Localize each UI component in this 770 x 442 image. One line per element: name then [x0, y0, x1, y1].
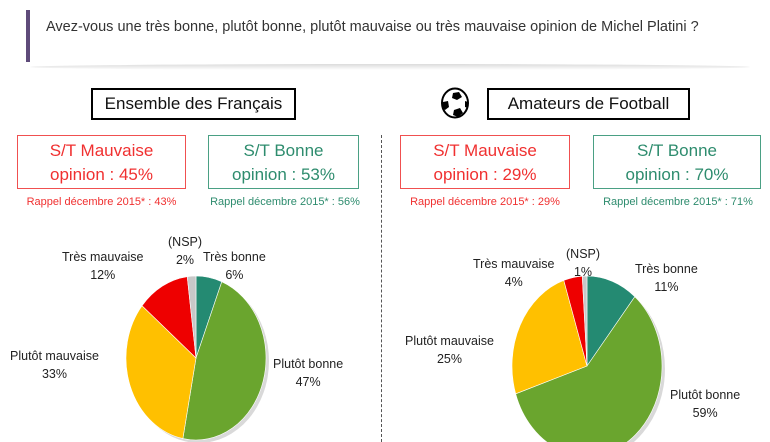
- panel-title-football: Amateurs de Football: [487, 88, 690, 120]
- summary-label: S/T Bonne: [243, 141, 324, 160]
- question-text: Avez-vous une très bonne, plutôt bonne, …: [46, 19, 699, 35]
- header-shadow: [30, 64, 750, 70]
- pie-label-tres-bonne: Très bonne 6%: [203, 250, 266, 282]
- soccer-ball-icon: [441, 87, 469, 119]
- summary-label: S/T Mauvaise: [433, 141, 537, 160]
- summary-mauvaise-football: S/T Mauvaise opinion : 29%: [400, 135, 570, 189]
- summary-value: opinion : 45%: [49, 165, 154, 184]
- rappel-mauvaise-football: Rappel décembre 2015* : 29%: [410, 196, 560, 208]
- pie-label-tres-mauvaise: Très mauvaise 4%: [473, 257, 555, 289]
- pie-slice-nsp: [581, 275, 588, 367]
- pie-label-plutot-mauvaise: Plutôt mauvaise 33%: [10, 349, 99, 381]
- summary-value: opinion : 53%: [231, 165, 336, 184]
- pie-label-plutot-bonne: Plutôt bonne 47%: [273, 357, 344, 389]
- summary-bonne-football: S/T Bonne opinion : 70%: [593, 135, 761, 189]
- panel-divider: [381, 135, 382, 442]
- rappel-bonne-all: Rappel décembre 2015* : 56%: [210, 196, 360, 208]
- summary-value: opinion : 29%: [433, 165, 537, 184]
- summary-label: S/T Bonne: [636, 141, 718, 160]
- pie-label-nsp: (NSP) 1%: [566, 247, 601, 279]
- pie-slice-plutot-mauvaise: [125, 305, 197, 439]
- pie-slice-tres-mauvaise: [141, 276, 197, 359]
- summary-label: S/T Mauvaise: [49, 141, 154, 160]
- pie-slice-plutot-mauvaise: [511, 280, 588, 395]
- summary-value: opinion : 70%: [625, 165, 729, 184]
- pie-slice-plutot-bonne: [182, 281, 267, 441]
- pie-slice-plutot-bonne: [515, 296, 663, 442]
- rappel-bonne-football: Rappel décembre 2015* : 71%: [603, 196, 753, 208]
- pie-slice-nsp: [186, 275, 197, 359]
- pie-label-tres-mauvaise: Très mauvaise 12%: [62, 250, 144, 282]
- question-accent-bar: [26, 10, 30, 62]
- pie-label-plutot-bonne: Plutôt bonne 59%: [670, 388, 741, 420]
- pie-label-tres-bonne: Très bonne 11%: [635, 262, 698, 294]
- summary-bonne-all: S/T Bonne opinion : 53%: [208, 135, 359, 189]
- rappel-mauvaise-all: Rappel décembre 2015* : 43%: [26, 196, 177, 208]
- panel-title-all: Ensemble des Français: [91, 88, 296, 120]
- pie-label-plutot-mauvaise: Plutôt mauvaise 25%: [405, 334, 494, 366]
- summary-mauvaise-all: S/T Mauvaise opinion : 45%: [17, 135, 186, 189]
- pie-label-nsp: (NSP) 2%: [168, 235, 203, 267]
